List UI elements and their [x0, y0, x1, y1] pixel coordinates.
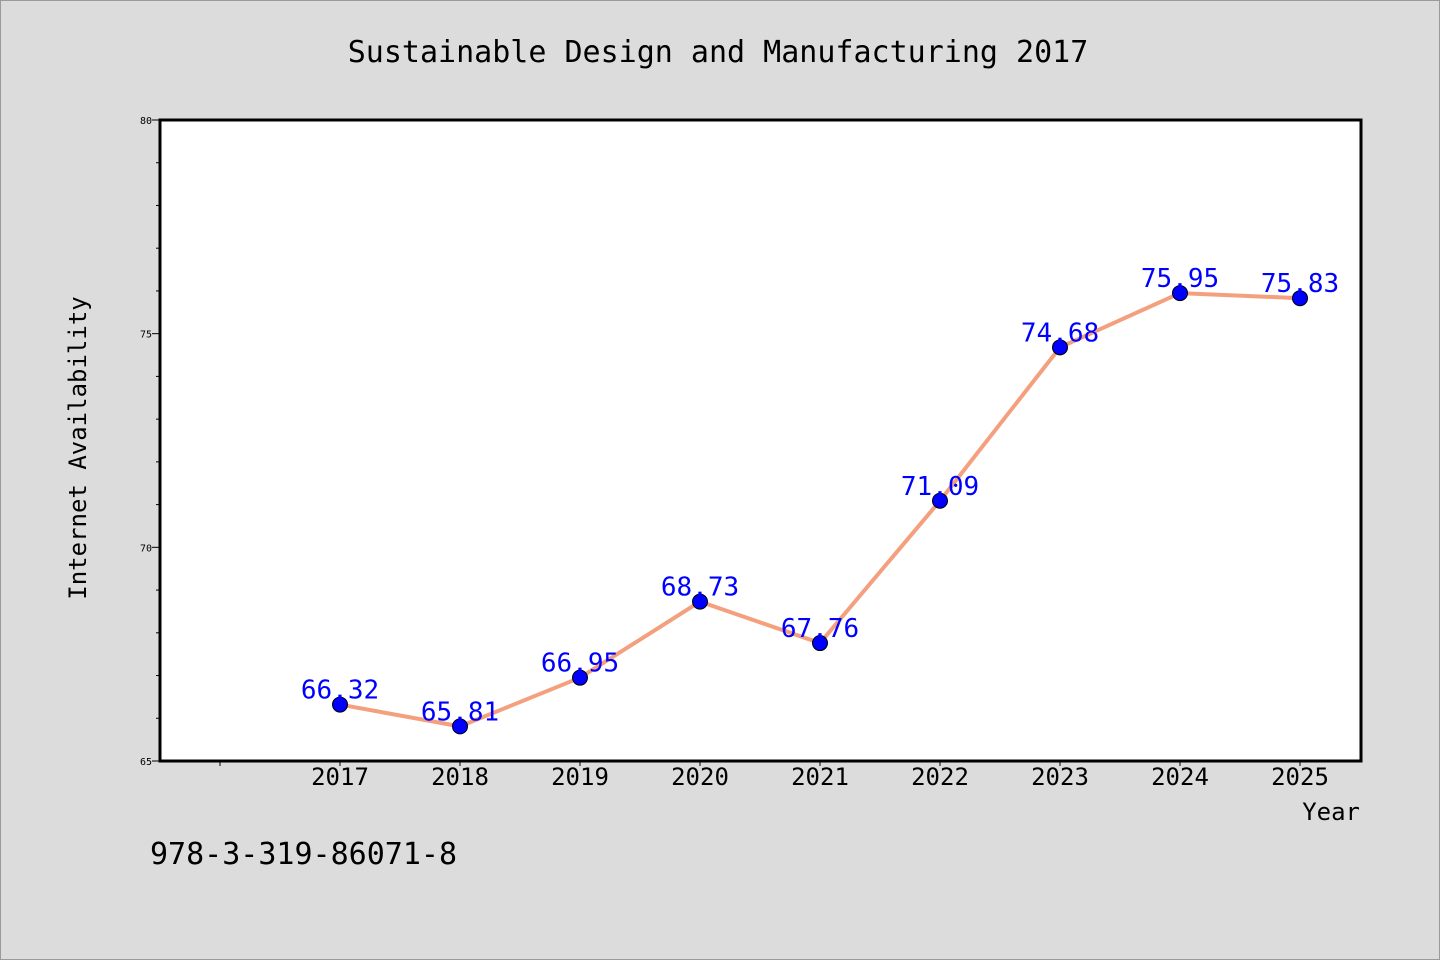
- y-tick-label: 65: [140, 757, 152, 768]
- data-label: 67.76: [781, 614, 859, 644]
- data-point: [1052, 339, 1068, 356]
- data-label: 71.09: [901, 472, 979, 502]
- x-tick-label: 2018: [431, 763, 489, 791]
- x-tick-label: 2022: [911, 763, 969, 791]
- data-label: 65.81: [421, 697, 499, 727]
- data-point: [1172, 285, 1188, 302]
- x-tick-label: 2023: [1031, 763, 1089, 791]
- x-axis-label: Year: [1302, 798, 1360, 826]
- x-tick-label: 2020: [671, 763, 729, 791]
- data-label: 74.68: [1021, 318, 1099, 348]
- footer-isbn: 978-3-319-86071-8: [150, 837, 457, 872]
- data-point: [932, 492, 948, 509]
- data-point: [332, 696, 348, 713]
- y-axis-label: Internet Availability: [64, 296, 92, 599]
- y-tick-label: 70: [140, 543, 152, 554]
- data-label: 68.73: [661, 573, 739, 603]
- x-tick-label: 2017: [311, 763, 369, 791]
- data-point: [692, 593, 708, 610]
- data-point: [572, 669, 588, 686]
- data-label: 75.95: [1141, 264, 1219, 294]
- data-point: [812, 635, 828, 652]
- data-label: 66.32: [301, 676, 379, 706]
- x-tick-label: 2025: [1271, 763, 1329, 791]
- data-label: 75.83: [1261, 269, 1339, 299]
- chart-marks: 65 70 75 80 2017 2018 2019 2020 2021 2022 2023 2024…: [140, 116, 1339, 791]
- data-point: [1292, 290, 1308, 307]
- data-point: [452, 718, 468, 735]
- y-tick-label: 75: [140, 330, 152, 341]
- plot-area: [158, 118, 1363, 763]
- y-tick-label: 80: [140, 116, 152, 127]
- chart-title: Sustainable Design and Manufacturing 201…: [348, 35, 1089, 70]
- data-label: 66.95: [541, 649, 619, 679]
- x-tick-label: 2024: [1151, 763, 1209, 791]
- x-tick-label: 2021: [791, 763, 849, 791]
- x-tick-label: 2019: [551, 763, 609, 791]
